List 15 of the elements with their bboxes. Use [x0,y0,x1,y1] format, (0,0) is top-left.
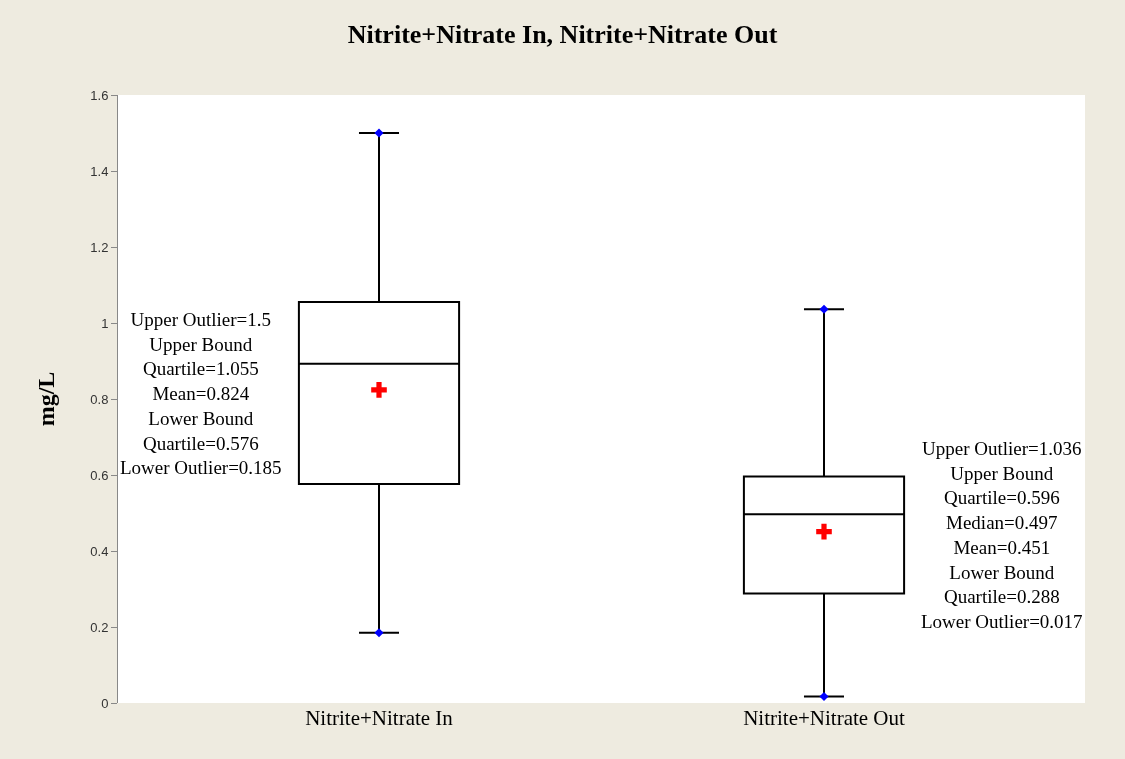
x-tick-label: Nitrite+Nitrate Out [743,706,906,730]
y-tick-label: 0.6 [90,467,109,483]
x-tick-label: Nitrite+Nitrate In [305,706,454,730]
y-tick-label: 1.2 [90,239,109,255]
y-tick-label: 1.4 [90,163,109,179]
chart-title: Nitrite+Nitrate In, Nitrite+Nitrate Out [347,20,778,50]
y-tick-label: 0.8 [90,391,109,407]
y-tick-label: 0 [101,695,109,711]
y-tick-label: 1.6 [90,87,109,103]
y-tick-label: 0.2 [90,619,109,635]
y-tick-label: 0.4 [90,543,109,559]
annotation: Upper Outlier=1.5 Upper Bound Quartile=1.055 Mean=0.824 Lower Bound Quartile=0.576 Lower Outlier=0.185 [120,309,282,479]
y-axis-title: mg/L [33,371,60,427]
annotation: Upper Outlier=1.036 Upper Bound Quartile=0.596 Median=0.497 Mean=0.451 Lower Bound Quartile=0.288 Lower Outlier=0.017 [921,438,1083,632]
y-tick-label: 1 [101,315,109,331]
